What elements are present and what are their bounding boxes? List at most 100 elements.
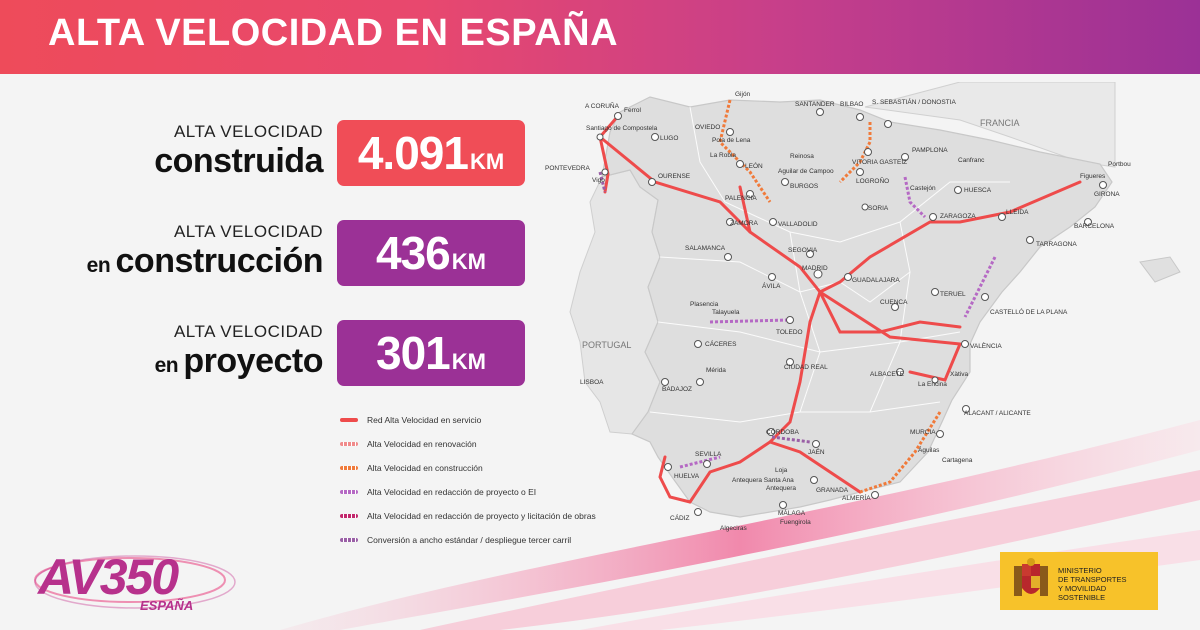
svg-text:Fuengirola: Fuengirola	[780, 519, 811, 526]
svg-text:La Encina: La Encina	[918, 381, 947, 388]
stat-unit: KM	[451, 349, 486, 374]
svg-text:Plasencia: Plasencia	[690, 301, 719, 308]
stat-en-construccion: ALTA VELOCIDAD en construcción 436 KM	[0, 218, 540, 288]
svg-text:PONTEVEDRA: PONTEVEDRA	[545, 165, 590, 172]
av350-logo-subtext: ESPAÑA	[140, 598, 194, 613]
rail-project	[679, 176, 997, 469]
header-banner: ALTA VELOCIDAD EN ESPAÑA	[0, 0, 1200, 74]
svg-text:Mérida: Mérida	[706, 367, 726, 374]
svg-text:CÓRDOBA: CÓRDOBA	[766, 427, 800, 436]
svg-text:OURENSE: OURENSE	[658, 173, 691, 180]
svg-text:Vigo: Vigo	[592, 177, 605, 184]
svg-text:ALACANT / ALICANTE: ALACANT / ALICANTE	[964, 410, 1031, 417]
stat-unit: KM	[451, 249, 486, 274]
svg-text:SALAMANCA: SALAMANCA	[685, 245, 726, 252]
stat-word: en construcción	[86, 242, 324, 280]
av350-logo-swoosh	[34, 555, 236, 609]
stat-unit: KM	[469, 149, 505, 174]
balearic-shape	[1139, 256, 1181, 283]
svg-text:Águilas: Águilas	[918, 445, 940, 454]
svg-text:La Robla: La Robla	[710, 152, 736, 159]
legend-item: Alta Velocidad en redacción de proyecto …	[340, 480, 596, 504]
ministry-name: MINISTERIO DE TRANSPORTES Y MOVILIDAD SO…	[1058, 566, 1127, 602]
svg-text:Cartagena: Cartagena	[942, 457, 973, 464]
svg-text:PALENCIA: PALENCIA	[725, 195, 757, 202]
svg-text:BURGOS: BURGOS	[790, 183, 819, 190]
svg-text:ALBACETE: ALBACETE	[870, 371, 905, 378]
legend-swatch	[340, 466, 358, 470]
svg-text:PAMPLONA: PAMPLONA	[912, 147, 948, 154]
stat-label: ALTA VELOCIDAD	[173, 122, 323, 141]
svg-text:TOLEDO: TOLEDO	[776, 329, 803, 336]
svg-text:GRANADA: GRANADA	[816, 487, 849, 494]
svg-text:Antequera: Antequera	[766, 485, 796, 492]
svg-text:VALÈNCIA: VALÈNCIA	[970, 341, 1002, 350]
svg-text:Xàtiva: Xàtiva	[950, 371, 968, 378]
svg-text:Antequera Santa Ana: Antequera Santa Ana	[732, 477, 794, 484]
svg-text:TERUEL: TERUEL	[940, 291, 966, 298]
svg-text:Santiago de Compostela: Santiago de Compostela	[586, 125, 658, 132]
av350-logo: AV350	[38, 549, 179, 605]
svg-text:BILBAO: BILBAO	[840, 101, 863, 108]
legend-swatch	[340, 514, 358, 518]
stat-badge: 301 KM	[337, 320, 525, 386]
svg-text:SEVILLA: SEVILLA	[695, 451, 722, 458]
svg-text:VALLADOLID: VALLADOLID	[778, 221, 818, 228]
svg-text:A CORUÑA: A CORUÑA	[585, 101, 620, 110]
svg-text:Ferrol: Ferrol	[624, 107, 642, 114]
svg-text:HUELVA: HUELVA	[674, 473, 700, 480]
stat-label: ALTA VELOCIDAD	[173, 322, 323, 341]
svg-text:Talayuela: Talayuela	[712, 309, 740, 316]
svg-text:Figueres: Figueres	[1080, 173, 1106, 180]
svg-text:ÁVILA: ÁVILA	[762, 281, 781, 290]
map-svg: FRANCIA PORTUGAL A CORUÑA Ferrol Santiag…	[545, 81, 1181, 532]
legend-item: Alta Velocidad en construcción	[340, 456, 596, 480]
stat-construida: ALTA VELOCIDAD construida 4.091 KM	[0, 118, 540, 188]
svg-text:Reinosa: Reinosa	[790, 153, 814, 160]
city-markers	[596, 108, 1107, 516]
country-label-france: FRANCIA	[980, 118, 1020, 128]
coat-of-arms-icon	[1014, 558, 1048, 596]
legend-swatch	[340, 490, 358, 494]
svg-text:Aguilar de Campoo: Aguilar de Campoo	[778, 168, 834, 175]
rail-in-service	[598, 114, 1082, 504]
stat-value: 4.091	[357, 127, 469, 179]
svg-text:OVIEDO: OVIEDO	[695, 124, 720, 131]
svg-text:ZAMORA: ZAMORA	[730, 220, 758, 227]
svg-text:ZARAGOZA: ZARAGOZA	[940, 213, 976, 220]
svg-text:MÁLAGA: MÁLAGA	[778, 508, 806, 517]
page-title: ALTA VELOCIDAD EN ESPAÑA	[48, 12, 619, 54]
svg-text:LISBOA: LISBOA	[580, 379, 604, 386]
svg-text:CUENCA: CUENCA	[880, 299, 908, 306]
svg-text:LUGO: LUGO	[660, 135, 678, 142]
legend-item: Alta Velocidad en redacción de proyecto …	[340, 504, 596, 528]
svg-text:LLEIDA: LLEIDA	[1006, 209, 1029, 216]
spain-rail-map: FRANCIA PORTUGAL A CORUÑA Ferrol Santiag…	[540, 81, 1200, 532]
svg-text:GUADALAJARA: GUADALAJARA	[852, 277, 900, 284]
svg-text:BARCELONA: BARCELONA	[1074, 223, 1115, 230]
portugal-shape	[569, 169, 661, 435]
legend-item: Red Alta Velocidad en servicio	[340, 408, 596, 432]
svg-text:HUESCA: HUESCA	[964, 187, 992, 194]
svg-text:CIUDAD REAL: CIUDAD REAL	[784, 364, 828, 371]
legend-swatch	[340, 442, 358, 446]
svg-text:Pola de Lena: Pola de Lena	[712, 137, 751, 144]
svg-text:TARRAGONA: TARRAGONA	[1036, 241, 1077, 248]
svg-text:S. SEBASTIÁN / DONOSTIA: S. SEBASTIÁN / DONOSTIA	[872, 97, 956, 106]
svg-text:Loja: Loja	[775, 467, 788, 474]
svg-text:MURCIA: MURCIA	[910, 429, 936, 436]
stat-label: ALTA VELOCIDAD	[173, 222, 323, 241]
svg-text:GIRONA: GIRONA	[1094, 191, 1120, 198]
stat-badge: 436 KM	[337, 220, 525, 286]
legend-swatch	[340, 418, 358, 422]
spain-shape	[601, 96, 1113, 518]
stat-word: en proyecto	[154, 342, 324, 380]
svg-text:SANTANDER: SANTANDER	[795, 101, 835, 108]
country-label-portugal: PORTUGAL	[582, 340, 631, 350]
svg-text:SEGOVIA: SEGOVIA	[788, 247, 818, 254]
legend-item: Alta Velocidad en renovación	[340, 432, 596, 456]
legend-swatch	[340, 538, 358, 542]
svg-text:BADAJOZ: BADAJOZ	[662, 386, 692, 393]
svg-text:LOGROÑO: LOGROÑO	[856, 176, 889, 185]
map-legend: Red Alta Velocidad en servicio Alta Velo…	[340, 408, 596, 552]
